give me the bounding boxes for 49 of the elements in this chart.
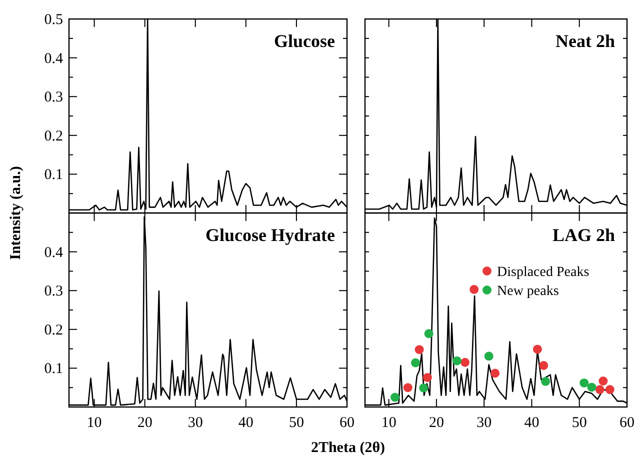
x-tick-label: 30 xyxy=(188,415,203,431)
point xyxy=(605,385,614,394)
x-axis-title: 2Theta (2θ) xyxy=(310,440,386,456)
point xyxy=(490,368,500,378)
point xyxy=(484,352,494,361)
y-tick-label: 0.2 xyxy=(44,322,63,338)
point xyxy=(414,345,424,354)
text: Neat 2h xyxy=(556,31,615,51)
x-tick-label: 10 xyxy=(86,415,102,431)
x-tick-label: 10 xyxy=(381,415,396,431)
point xyxy=(598,376,608,386)
x-tick-label: 40 xyxy=(238,415,254,431)
x-tick-label: 50 xyxy=(288,415,304,431)
point xyxy=(403,383,412,392)
x-tick-label: 30 xyxy=(476,415,492,431)
x-tick-label: 60 xyxy=(340,415,354,431)
y-tick-label: 0.5 xyxy=(44,12,63,28)
legend-label: Displaced Peaks xyxy=(497,265,590,280)
point xyxy=(460,358,470,367)
y-tick-label: 0.2 xyxy=(44,128,63,144)
point xyxy=(424,329,434,338)
point xyxy=(595,385,604,394)
y-tick-label: 0.1 xyxy=(44,361,63,378)
point xyxy=(390,392,400,402)
point xyxy=(452,356,462,366)
text: Glucose xyxy=(274,31,336,51)
point xyxy=(422,373,432,382)
point xyxy=(580,378,589,388)
text: Glucose Hydrate xyxy=(206,225,336,245)
legend-label: New peaks xyxy=(497,284,559,299)
y-tick-label: 0.4 xyxy=(44,244,64,261)
point xyxy=(470,284,479,294)
x-tick-label: 20 xyxy=(137,415,152,431)
point xyxy=(410,358,420,368)
y-tick-label: 0.4 xyxy=(44,50,64,67)
x-tick-label: 20 xyxy=(428,415,444,431)
x-tick-label: 40 xyxy=(524,415,540,431)
y-tick-label: 0.3 xyxy=(44,90,63,106)
point xyxy=(587,382,596,392)
y-tick-label: 0.3 xyxy=(44,284,63,300)
point xyxy=(419,383,428,392)
y-tick-label: 0.1 xyxy=(44,167,63,184)
point xyxy=(539,360,548,370)
text: LAG 2h xyxy=(552,225,615,245)
y-axis-title: Intensity (a.u.) xyxy=(8,166,24,260)
point xyxy=(541,376,550,386)
x-tick-label: 50 xyxy=(572,415,587,431)
x-tick-label: 60 xyxy=(620,415,634,431)
point xyxy=(532,344,542,354)
